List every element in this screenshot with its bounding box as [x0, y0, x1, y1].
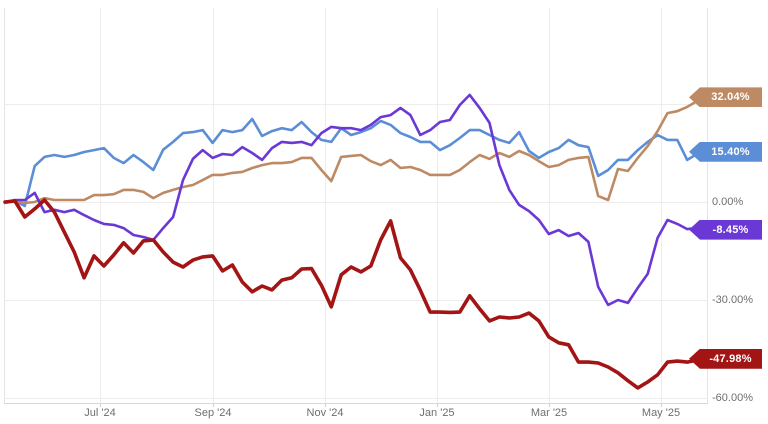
- y-axis-tick-label: 0.00%: [712, 195, 744, 208]
- end-value-badge-tan: 32.04%: [689, 87, 762, 108]
- end-value-badge-red: -47.98%: [689, 348, 762, 369]
- end-value-badge-blue: 15.40%: [689, 141, 762, 162]
- series-line-purple: [3, 93, 709, 307]
- x-axis-tick-label: Mar '25: [530, 407, 568, 419]
- series-line-blue: [3, 117, 709, 208]
- series-line-red: [3, 198, 709, 390]
- y-axis-tick-label: -60.00%: [712, 391, 753, 404]
- series-line-tan: [3, 96, 709, 205]
- x-axis-tick-label: Jul '24: [84, 407, 116, 419]
- end-value-badge-purple: -8.45%: [689, 219, 762, 240]
- x-axis-tick-label: May '25: [641, 407, 681, 419]
- y-axis-tick-label: -30.00%: [712, 293, 753, 306]
- x-axis-tick-label: Nov '24: [306, 407, 344, 419]
- x-axis-tick-label: Sep '24: [194, 407, 232, 419]
- x-axis-tick-label: Jan '25: [419, 407, 455, 419]
